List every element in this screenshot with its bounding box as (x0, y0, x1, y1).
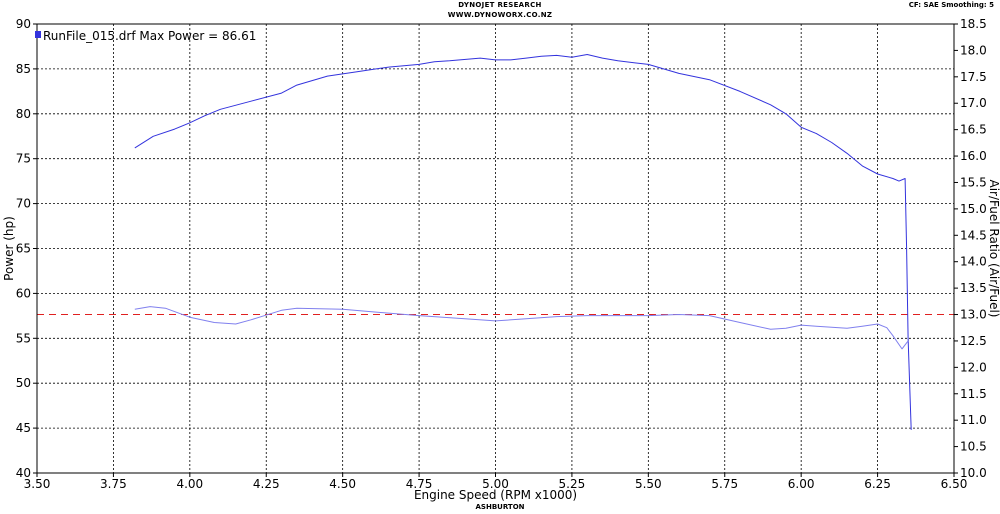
y2-tick-label: 14.5 (960, 228, 987, 242)
x-tick-label: 5.50 (635, 477, 662, 491)
x-tick-label: 3.50 (24, 477, 51, 491)
x-tick-label: 5.00 (482, 477, 509, 491)
grid (37, 24, 954, 473)
power-series-line (134, 54, 912, 430)
y2-axis-label: Air/Fuel Ratio (Air/Fuel) (987, 180, 1000, 318)
legend-swatch (35, 31, 41, 38)
y2-tick-label: 10.0 (960, 466, 987, 480)
y2-tick-label: 10.5 (960, 440, 987, 454)
y2-tick-label: 13.5 (960, 281, 987, 295)
legend-entry: RunFile_015.drf Max Power = 86.61 (43, 29, 256, 43)
y2-tick-label: 18.0 (960, 43, 987, 57)
y2-tick-label: 12.0 (960, 360, 987, 374)
y-tick-label: 60 (16, 286, 31, 300)
y2-axis-ticks: 10.0 10.5 11.0 11.5 12.0 12.5 13.0 13.5 14.0 14.5… (954, 17, 987, 480)
y2-tick-label: 17.5 (960, 70, 987, 84)
header-url: WWW.DYNOWORX.CO.NZ (447, 11, 553, 19)
y-tick-label: 45 (16, 421, 31, 435)
y2-tick-label: 16.0 (960, 149, 987, 163)
y-axis-label: Power (hp) (2, 216, 16, 281)
y2-tick-label: 15.5 (960, 175, 987, 189)
x-tick-label: 4.75 (406, 477, 433, 491)
x-tick-label: 4.00 (176, 477, 203, 491)
x-tick-label: 5.25 (559, 477, 586, 491)
x-tick-label: 6.25 (864, 477, 891, 491)
y2-tick-label: 11.0 (960, 413, 987, 427)
y-tick-label: 55 (16, 331, 31, 345)
x-axis-ticks: 3.50 3.75 4.00 4.25 4.50 4.75 5.00 5.25 5.50 5.75… (24, 473, 968, 491)
y-tick-label: 65 (16, 242, 31, 256)
y2-tick-label: 12.5 (960, 334, 987, 348)
x-tick-label: 6.00 (788, 477, 815, 491)
x-tick-label: 6.50 (941, 477, 968, 491)
x-tick-label: 5.75 (711, 477, 738, 491)
footer-location: ASHBURTON (475, 503, 525, 511)
header-title: DYNOJET RESEARCH (458, 1, 542, 9)
series-layer (134, 54, 912, 430)
x-tick-label: 4.25 (253, 477, 280, 491)
y2-tick-label: 18.5 (960, 17, 987, 31)
x-tick-label: 4.50 (329, 477, 356, 491)
correction-info: CF: SAE Smoothing: 5 (908, 1, 994, 9)
y-tick-label: 50 (16, 376, 31, 390)
y2-tick-label: 16.5 (960, 123, 987, 137)
y-tick-label: 90 (16, 17, 31, 31)
y2-tick-label: 17.0 (960, 96, 987, 110)
y-axis-ticks: 40 45 50 55 60 65 70 75 80 85 90 (16, 17, 37, 480)
x-axis-label: Engine Speed (RPM x1000) (414, 488, 577, 502)
afr-series-line (134, 306, 909, 350)
y-tick-label: 70 (16, 197, 31, 211)
y2-tick-label: 13.0 (960, 308, 987, 322)
y-tick-label: 80 (16, 107, 31, 121)
y2-tick-label: 15.0 (960, 202, 987, 216)
y-tick-label: 75 (16, 152, 31, 166)
y2-tick-label: 11.5 (960, 387, 987, 401)
x-tick-label: 3.75 (100, 477, 127, 491)
y-tick-label: 85 (16, 62, 31, 76)
y2-tick-label: 14.0 (960, 255, 987, 269)
y-tick-label: 40 (16, 466, 31, 480)
